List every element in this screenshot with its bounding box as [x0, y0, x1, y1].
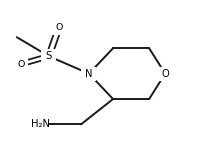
Bar [13, 57, 28, 71]
Bar [33, 117, 48, 132]
Text: H₂N: H₂N [31, 119, 50, 129]
Text: O: O [17, 60, 24, 69]
Text: S: S [46, 51, 52, 61]
Text: O: O [161, 69, 169, 79]
Text: N: N [85, 69, 93, 79]
Bar [41, 49, 56, 63]
Bar [51, 20, 66, 35]
Bar [81, 67, 97, 81]
Bar [158, 67, 173, 81]
Text: O: O [55, 23, 63, 32]
